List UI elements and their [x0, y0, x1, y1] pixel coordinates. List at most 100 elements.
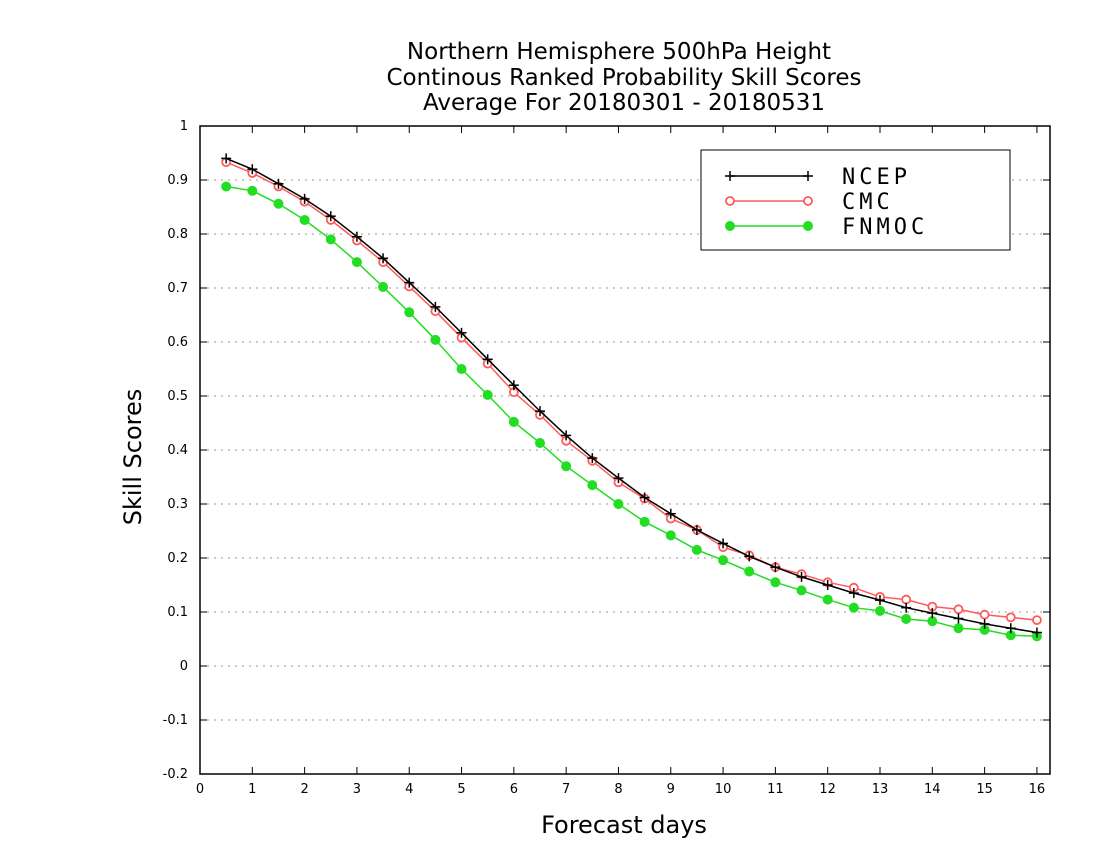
series-ncep: [221, 153, 1042, 638]
series-fnmoc-point: [430, 334, 441, 345]
x-tick-label: 3: [353, 782, 361, 797]
series-ncep-point: [456, 327, 467, 338]
legend-box: [700, 149, 1011, 251]
legend-item-fnmoc-swatch-left-point: [725, 221, 735, 231]
legend-item-fnmoc-label: FNMOC: [842, 215, 928, 240]
x-tick-label: 4: [405, 782, 413, 797]
series-fnmoc-point: [456, 364, 467, 374]
y-tick-label: -0.2: [163, 767, 188, 782]
series-cmc-point: [979, 609, 990, 620]
series-fnmoc-point: [639, 516, 650, 527]
series-fnmoc-point: [822, 594, 833, 605]
legend-item-fnmoc: FNMOC: [725, 215, 928, 240]
legend-item-ncep-swatch-right-point: [803, 171, 813, 181]
series-cmc-point: [1032, 615, 1042, 625]
series-ncep-point: [979, 618, 990, 629]
series-ncep-point: [535, 406, 545, 417]
series-fnmoc-point: [482, 389, 493, 400]
y-tick-label: 0.2: [167, 551, 188, 566]
series-fnmoc-point: [404, 307, 415, 318]
series-fnmoc-point: [718, 555, 729, 566]
series-ncep-point: [325, 211, 336, 222]
x-tick-label: 1: [248, 782, 256, 797]
series-ncep-point: [404, 277, 415, 288]
series-ncep-point: [1005, 623, 1016, 634]
series-ncep-point: [639, 492, 650, 503]
series-fnmoc-point: [508, 416, 519, 427]
series-fnmoc-point: [247, 185, 258, 196]
series-ncep-point: [744, 551, 755, 562]
legend-item-fnmoc-swatch-right-point: [803, 221, 813, 231]
y-tick-label: 0.3: [167, 497, 188, 512]
x-tick-label: 13: [872, 782, 889, 797]
series-ncep-point: [927, 608, 938, 619]
series-ncep-point: [691, 524, 702, 535]
series-ncep-point: [665, 508, 676, 519]
y-tick-label: 0.7: [167, 281, 188, 296]
y-tick-label: 0.4: [167, 443, 188, 458]
series-ncep-point: [822, 580, 833, 590]
series-lines: [221, 153, 1042, 642]
x-tick-label: 7: [562, 782, 570, 797]
series-ncep-point: [901, 602, 912, 613]
series-ncep-point: [848, 588, 859, 599]
x-tick-label: 9: [667, 782, 675, 797]
series-ncep-point: [953, 613, 964, 624]
series-cmc-point: [953, 604, 964, 615]
series-ncep-point: [613, 473, 624, 484]
series-fnmoc-point: [325, 234, 336, 245]
series-fnmoc-point: [875, 605, 885, 616]
series-fnmoc-point: [691, 544, 702, 555]
series-ncep-point: [273, 178, 284, 189]
chart-title-line-1: Northern Hemisphere 500hPa Height: [407, 39, 831, 65]
x-tick-label: 10: [715, 782, 732, 797]
x-tick-label: 5: [457, 782, 465, 797]
series-cmc-point: [1005, 612, 1016, 623]
series-fnmoc-point: [953, 623, 964, 634]
series-ncep-point: [299, 193, 310, 204]
series-fnmoc-point: [378, 281, 389, 292]
y-tick-label: 0.1: [167, 605, 188, 620]
axis-ticks: -0.2-0.100.10.20.30.40.50.60.70.80.910 1 2…: [163, 119, 1050, 797]
series-ncep-point: [770, 562, 781, 573]
series-fnmoc-point: [613, 499, 624, 509]
series-fnmoc-point: [796, 585, 807, 596]
series-fnmoc-point: [273, 198, 284, 209]
series-fnmoc-point: [351, 257, 362, 268]
x-tick-label: 16: [1029, 782, 1046, 797]
series-ncep-point: [718, 538, 729, 549]
legend-item-cmc: CMC: [725, 190, 894, 215]
x-tick-label: 11: [767, 782, 784, 797]
y-tick-label: 0.5: [167, 389, 188, 404]
plot-frame: [199, 125, 1051, 775]
series-ncep-point: [430, 301, 441, 312]
legend-item-ncep-label: NCEP: [842, 165, 911, 190]
legend-item-cmc-swatch-left-point: [725, 196, 735, 206]
x-tick-label: 15: [976, 782, 993, 797]
series-fnmoc-point: [561, 461, 572, 472]
legend-item-cmc-label: CMC: [842, 190, 894, 215]
y-tick-label: -0.1: [163, 713, 188, 728]
x-tick-label: 6: [510, 782, 518, 797]
series-ncep-line: [225, 157, 1038, 634]
x-tick-label: 2: [300, 782, 308, 797]
series-fnmoc-point: [770, 577, 781, 588]
series-ncep-point: [796, 571, 807, 582]
series-ncep-point: [875, 595, 885, 606]
series-ncep-point: [351, 231, 362, 242]
series-ncep-point: [221, 153, 232, 164]
series-ncep-point: [1031, 627, 1042, 638]
series-fnmoc-point: [221, 181, 232, 192]
series-ncep-point: [482, 354, 493, 365]
y-tick-label: 0.6: [167, 335, 188, 350]
series-ncep-point: [247, 164, 258, 175]
series-fnmoc-point: [901, 614, 912, 625]
series-fnmoc: [221, 181, 1042, 642]
x-tick-label: 12: [819, 782, 836, 797]
chart-title-line-3: Average For 20180301 - 20180531: [423, 90, 825, 116]
series-ncep-point: [587, 453, 598, 464]
y-tick-label: 0: [180, 659, 188, 674]
series-fnmoc-point: [665, 530, 676, 541]
x-axis-label: Forecast days: [541, 811, 707, 839]
